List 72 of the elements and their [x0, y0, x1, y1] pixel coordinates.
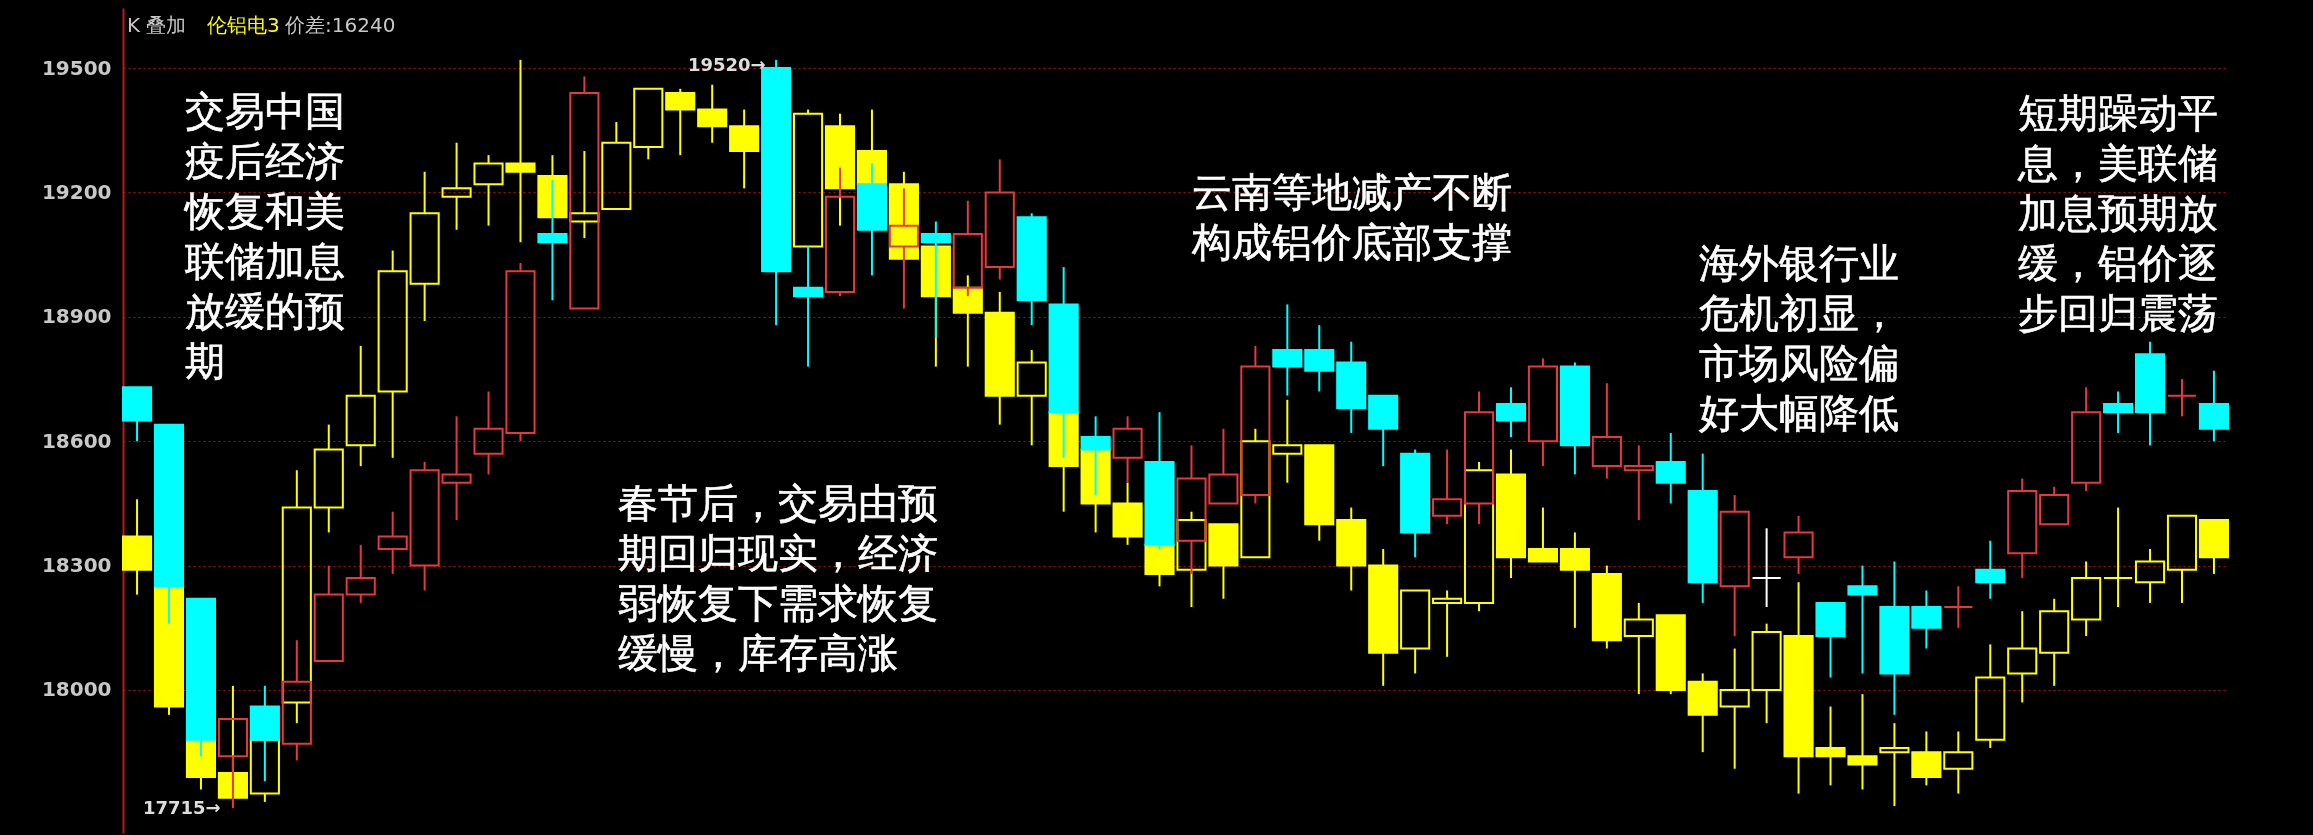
candlestick: [1815, 601, 1846, 679]
candlestick: [1527, 357, 1559, 468]
candlestick: [409, 170, 440, 322]
candlestick: [1943, 585, 1974, 629]
candlestick: [984, 158, 1015, 281]
candlestick: [1495, 448, 1527, 580]
candlestick: [1591, 382, 1622, 480]
candlestick: [1655, 431, 1686, 505]
y-tick-label: 18600: [41, 428, 112, 453]
candlestick: [569, 75, 600, 310]
y-tick-label: 18300: [41, 553, 112, 578]
annotation: 云南等地减产不断构成铝价底部支撑: [1191, 169, 1512, 265]
candlestick: [1368, 548, 1399, 687]
candlestick: [1943, 730, 1974, 795]
annotation: 交易中国疫后经济恢复和美联储加息放缓的预期: [183, 88, 345, 384]
candlestick: [1304, 444, 1335, 542]
candlestick: [377, 249, 408, 459]
candlestick: [2103, 390, 2134, 434]
candlestick: [1719, 647, 1750, 770]
candlestick: [1783, 514, 1814, 575]
y-tick-label: 18900: [41, 304, 112, 329]
annotation: 短期躁动平息，美联储加息预期放缓，铝价逐步回归震荡: [2017, 90, 2218, 336]
candlestick: [1336, 340, 1367, 434]
y-tick-label: 18000: [41, 677, 112, 702]
candlestick: [441, 141, 472, 231]
candlestick: [2166, 514, 2198, 604]
candlestick: [1847, 564, 1878, 675]
candlestick: [1559, 361, 1590, 476]
candlestick: [1527, 506, 1559, 563]
candlestick: [2166, 378, 2198, 418]
candlestick: [122, 498, 153, 596]
candlestick: [441, 415, 472, 521]
candlestick: [984, 290, 1015, 426]
candlestick: [1687, 452, 1718, 604]
chart-title: K 叠加: [127, 13, 187, 37]
candlestick: [313, 564, 344, 662]
candlestick: [122, 386, 153, 443]
candlestick: [313, 423, 344, 534]
candlestick: [1432, 589, 1463, 658]
candlestick: [729, 108, 760, 190]
text: 伦铝电3: [207, 13, 280, 37]
annotation: 海外银行业危机初显，市场风险偏好大幅降低: [1699, 240, 1899, 436]
candlestick: [697, 83, 728, 144]
candlestick: [1623, 601, 1654, 696]
candlestick: [1719, 494, 1750, 638]
candlestick: [2103, 506, 2134, 609]
candlestick: [1272, 303, 1303, 397]
candlestick: [2071, 560, 2102, 638]
candlestick: [2198, 519, 2229, 575]
annotation: 价差:16240: [284, 13, 396, 37]
candlestick: [345, 344, 376, 468]
candlestick: [1879, 560, 1910, 716]
candlestick: [1304, 324, 1335, 393]
annotation: 春节后，交易由预期回归现实，经济弱恢复下需求恢复缓慢，库存高涨: [618, 480, 938, 676]
candlestick: [1687, 672, 1718, 754]
candlestick: [1559, 531, 1590, 629]
candlestick: [1751, 527, 1782, 609]
candlestick: [1623, 444, 1654, 521]
candlestick: [1272, 398, 1303, 484]
annotation: 19520→: [688, 54, 766, 75]
candlestick: [1975, 539, 2006, 600]
candlestick: [1495, 386, 1527, 439]
candlestick: [1368, 394, 1399, 468]
y-tick-label: 19500: [41, 55, 112, 80]
candlestick: [377, 510, 408, 575]
candlestick: [1911, 589, 1942, 650]
annotation: 17715→: [143, 797, 221, 818]
candlestick: [1879, 722, 1910, 808]
y-tick-label: 19200: [41, 179, 112, 204]
candlestick: [601, 121, 632, 211]
candlestick: [1400, 589, 1431, 675]
candlestick: [2007, 610, 2038, 704]
